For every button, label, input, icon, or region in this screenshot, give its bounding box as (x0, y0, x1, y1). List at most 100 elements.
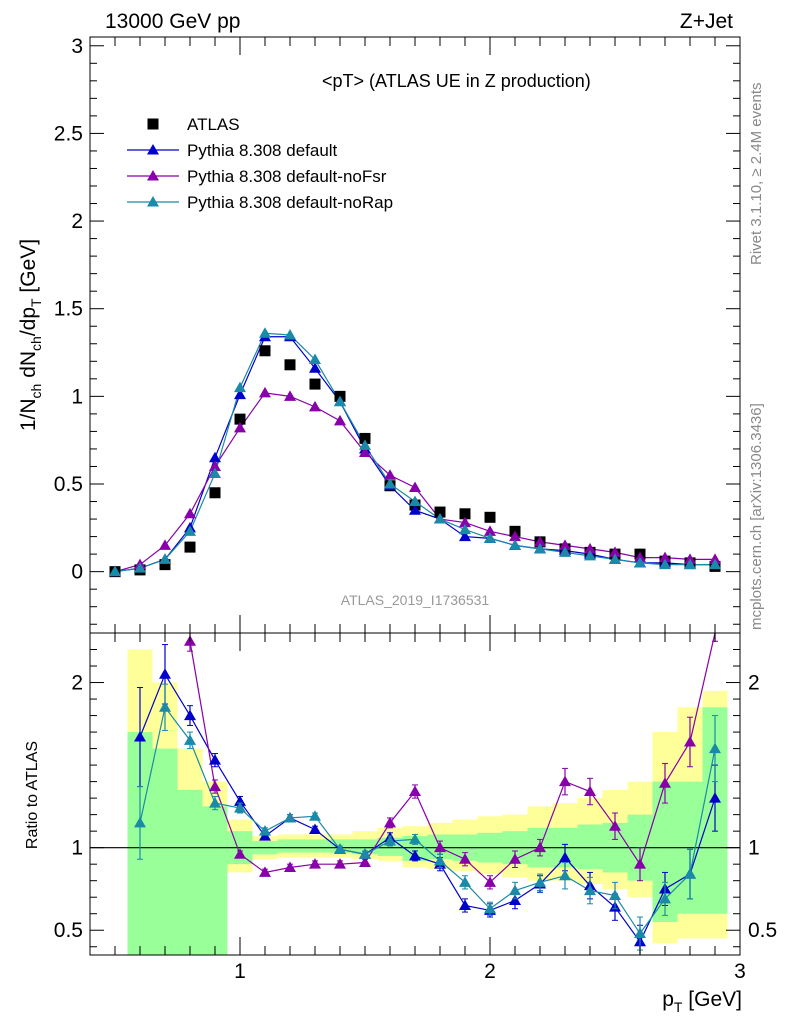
main-point-atlas (434, 506, 446, 518)
main-point (459, 516, 471, 528)
ratio-point (209, 754, 221, 765)
main-point-atlas (259, 345, 271, 357)
ratio-point (159, 701, 171, 712)
x-tick-label: 1 (234, 960, 246, 983)
main-point-atlas (284, 359, 296, 371)
main-point (684, 558, 696, 570)
ratio-point (184, 709, 196, 721)
legend-marker (147, 196, 159, 207)
x-axis-label: pT [GeV] (662, 988, 742, 1015)
main-point (559, 539, 571, 550)
main-point (609, 553, 621, 564)
main-y-tick-label: 3 (71, 35, 83, 58)
ratio-point (184, 734, 196, 745)
main-point (234, 381, 246, 393)
ratio-point (484, 902, 496, 914)
main-y-tick-label: 1.5 (54, 298, 83, 321)
main-point (559, 546, 571, 557)
ratio-point (134, 816, 146, 828)
ratio-point (534, 876, 546, 887)
ratio-panel: 1 2 30.5 0.51 12 2 Ratio to ATLAS (24, 632, 777, 983)
ratio-point (409, 849, 421, 861)
ratio-ticks: 1 2 30.5 0.51 12 2 (54, 633, 777, 983)
main-point (259, 327, 271, 338)
x-tick-label: 3 (734, 960, 746, 983)
ratio-point (334, 858, 346, 869)
main-point (209, 451, 221, 463)
ratio-point (134, 731, 146, 742)
legend-marker (147, 118, 159, 130)
main-point (659, 558, 671, 570)
main-point-atlas (159, 559, 171, 571)
ratio-point (459, 853, 471, 864)
main-point (534, 535, 546, 547)
main-panel: 0 0.5 1 1.5 2 2.5 3 <pT> (ATLAS UE in Z produc… (17, 35, 741, 634)
ratio-point (509, 853, 521, 864)
ratio-y-axis-label: Ratio to ATLAS (24, 741, 41, 849)
main-point (109, 565, 121, 577)
ratio-point (709, 792, 721, 803)
ratio-point (259, 866, 271, 877)
x-tick-label: 2 (484, 960, 496, 983)
main-point (284, 329, 296, 340)
ratio-point (659, 777, 671, 788)
ratio-point (209, 797, 221, 808)
ratio-point (634, 858, 646, 869)
main-point (434, 513, 446, 524)
ratio-point (209, 780, 221, 792)
main-point (209, 467, 221, 478)
ratio-point (509, 894, 521, 906)
ratio-point (684, 868, 696, 879)
ratio-point (234, 802, 246, 813)
main-point-atlas (359, 432, 371, 444)
ratio-y-tick-label: 0.5 (54, 919, 83, 942)
ratio-band-green (277, 839, 303, 853)
ratio-point (684, 735, 696, 747)
main-point (409, 504, 421, 515)
ratio-point (384, 816, 396, 828)
main-point (334, 395, 346, 407)
main-series-line (114, 336, 715, 573)
main-point (484, 532, 496, 543)
main-point (309, 362, 321, 373)
main-point (159, 553, 171, 564)
watermark: ATLAS_2019_I1736531 (341, 592, 490, 608)
main-point (384, 478, 396, 489)
ratio-point (459, 899, 471, 910)
ratio-point (284, 811, 296, 823)
ratio-point (384, 835, 396, 846)
main-point (309, 400, 321, 412)
main-y-tick-label: 2.5 (54, 122, 83, 145)
legend-label: Pythia 8.308 default-noRap (187, 193, 393, 212)
rivet-label: Rivet 3.1.10, ≥ 2.4M events (748, 83, 765, 266)
main-point (234, 421, 246, 433)
main-point-atlas (234, 413, 246, 425)
main-point-atlas (484, 511, 496, 523)
main-point (634, 556, 646, 568)
main-point (359, 439, 371, 450)
ratio-band-green (177, 789, 203, 955)
main-point (234, 388, 246, 400)
ratio-point (559, 851, 571, 863)
ratio-y-tick-label-right: 0.5 (748, 919, 777, 942)
main-marks (109, 327, 721, 578)
ratio-series-line (189, 632, 716, 884)
ratio-marks (134, 632, 721, 956)
main-point-atlas (209, 487, 221, 499)
legend-label: Pythia 8.308 default-noFsr (187, 167, 387, 186)
ratio-y-tick-label-right: 1 (748, 837, 760, 860)
main-point (509, 539, 521, 550)
ratio-series-line (139, 705, 716, 935)
main-point (284, 390, 296, 401)
main-point (509, 530, 521, 542)
main-point (659, 551, 671, 563)
ratio-series-line (139, 672, 716, 943)
mcplots-label: mcplots.cern.ch [arXiv:1306.3436] (748, 403, 765, 630)
ratio-band-green (302, 839, 328, 853)
main-point (709, 553, 721, 564)
ratio-band-green (577, 824, 603, 870)
ratio-point (584, 785, 596, 797)
main-point (384, 469, 396, 480)
ratio-point (634, 927, 646, 939)
